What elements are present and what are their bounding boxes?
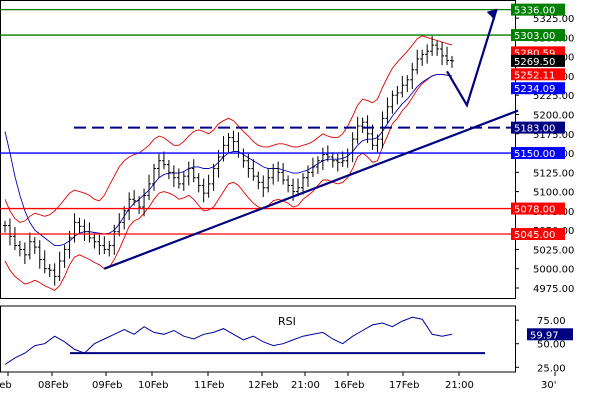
x-tick-label: 10Feb [138,380,168,391]
x-tick-label: 16Feb [334,380,364,391]
y-tick-label: 5325.00 [533,14,574,25]
x-tick-label: 30' [541,380,556,391]
level-label: 5045.00 [514,230,555,241]
value-label-bg [511,54,565,67]
bollinger-lower-line [4,73,453,291]
value-label: 5234.09 [514,84,555,95]
level-label: 5183.00 [514,124,555,135]
price-panel: 5325.005300.005275.005250.005225.005200.… [0,0,574,299]
value-label-bg [511,68,565,81]
y-tick-label: 5200.00 [533,110,574,121]
rsi-line [4,316,453,365]
y-tick-label: 4975.00 [533,284,574,295]
x-tick-label: 21:00 [291,380,320,391]
bollinger-upper-line [4,35,453,223]
level-label-bg [511,147,565,160]
forecast-arrowhead [486,8,497,20]
value-label: 5280.59 [514,48,555,59]
x-tick-label: 21:00 [445,380,474,391]
level-label: 5303.00 [514,31,555,42]
x-tick-label: Feb [0,380,12,391]
x-tick-label: 12Feb [248,380,278,391]
y-tick-label: 5125.00 [533,168,574,179]
y-tick-label: 5100.00 [533,188,574,199]
forecast-arrow [446,8,498,108]
rsi-panel: 75.00 50.00 25.00 RSI 59.97 [0,305,573,374]
rsi-tick-label: 25.00 [537,363,566,374]
y-tick-label: 5225.00 [533,91,574,102]
level-label-bg [511,202,565,215]
rsi-value-bg [527,328,573,341]
uptrend-line [103,109,519,270]
value-label-bg [511,82,565,95]
x-axis: Feb 08Feb 09Feb 10Feb 11Feb 12Feb 21:00 16Feb 17… [0,372,556,391]
level-label: 5336.00 [514,6,555,17]
level-label-bg [511,29,565,42]
y-tick-label: 5000.00 [533,265,574,276]
level-label-bg [511,121,565,134]
rsi-value-label: 59.97 [530,330,559,341]
level-label: 5078.00 [514,205,555,216]
level-label-bg [511,3,565,16]
y-tick-label: 5175.00 [533,130,574,141]
x-tick-label: 17Feb [389,380,419,391]
value-label: 5269.50 [514,57,555,68]
price-frame [0,0,516,299]
x-tick-label: 09Feb [92,380,122,391]
value-label: 5252.11 [514,70,555,81]
x-tick-label: 11Feb [194,380,224,391]
level-label-bg [511,228,565,241]
y-tick-label: 5025.00 [533,245,574,256]
rsi-panel-label: RSI [278,315,296,328]
x-tick-label: 08Feb [38,380,68,391]
rsi-tick-label: 75.00 [537,316,566,327]
rsi-tick-label: 50.00 [537,340,566,351]
level-label: 5150.00 [514,149,555,160]
